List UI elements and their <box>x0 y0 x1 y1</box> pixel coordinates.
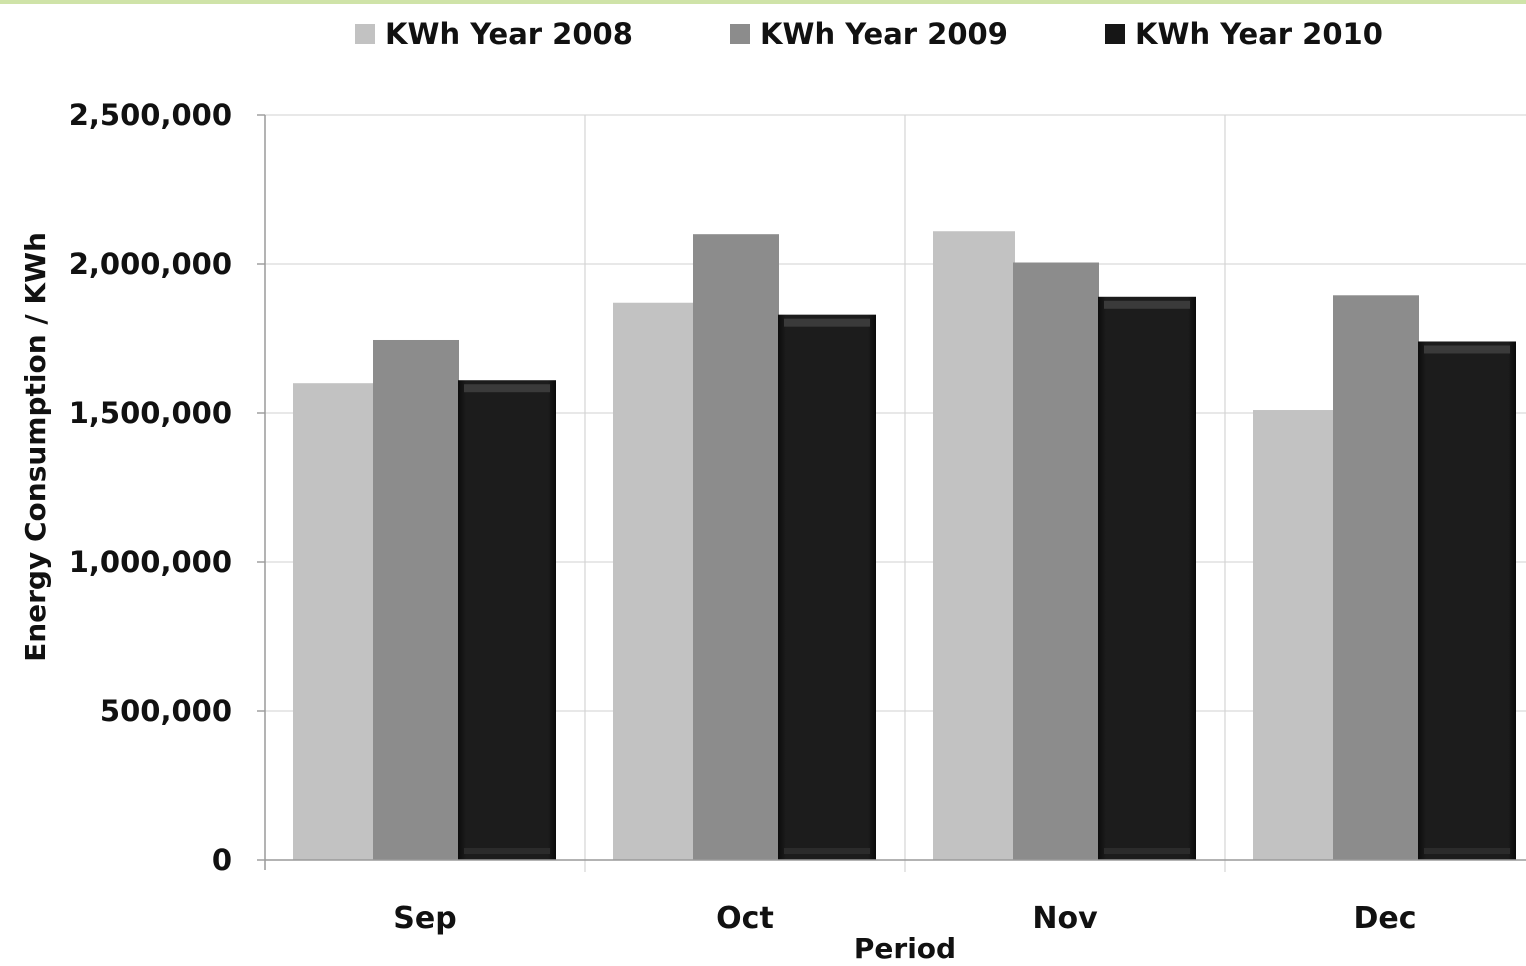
y-axis-title: Energy Consumption / KWh <box>19 232 52 662</box>
bar-kwh-year-2008-sep <box>293 383 375 860</box>
bar-bevel-bottom <box>1104 848 1190 854</box>
bar-kwh-year-2008-dec <box>1253 410 1335 860</box>
top-border <box>0 0 1526 4</box>
y-tick-labels: 0 500,000 1,000,000 1,500,000 2,000,000 2,500… <box>69 98 232 877</box>
bars <box>293 231 1516 861</box>
bar-kwh-year-2009-dec <box>1333 295 1419 860</box>
bar-kwh-year-2010-sep <box>458 380 556 860</box>
y-tick-label: 2,500,000 <box>69 98 232 132</box>
bar-bevel-bottom <box>464 848 550 854</box>
bar-kwh-year-2008-oct <box>613 302 695 860</box>
bar-bevel-top <box>1104 300 1190 309</box>
x-tick-label: Nov <box>1032 901 1098 936</box>
bar-bevel-top <box>464 384 550 393</box>
bar-kwh-year-2010-oct <box>778 314 876 860</box>
x-axis-title: Period <box>854 932 956 965</box>
bar-bevel-top <box>784 318 870 327</box>
bar-kwh-year-2009-oct <box>693 234 779 860</box>
bar-kwh-year-2010-dec <box>1418 341 1516 861</box>
y-tick-label: 1,500,000 <box>69 396 232 430</box>
x-tick-labels: Sep Oct Nov Dec <box>393 901 1416 936</box>
legend-swatch <box>355 24 375 44</box>
x-tick-label: Sep <box>393 901 456 936</box>
legend-label: KWh Year 2009 <box>760 17 1008 51</box>
bar-kwh-year-2009-nov <box>1013 262 1099 860</box>
y-tick-label: 0 <box>212 843 232 877</box>
x-tick-label: Oct <box>716 901 774 936</box>
y-tick-label: 500,000 <box>100 694 232 728</box>
x-tick-label: Dec <box>1353 901 1416 936</box>
axes <box>257 114 1526 870</box>
bar-kwh-year-2010-nov <box>1098 296 1196 860</box>
legend-label: KWh Year 2008 <box>385 17 633 51</box>
legend-swatch <box>730 24 750 44</box>
bar-bevel-bottom <box>1424 848 1510 854</box>
y-tick-label: 1,000,000 <box>69 545 232 579</box>
legend-swatch <box>1105 24 1125 44</box>
bar-kwh-year-2009-sep <box>373 339 459 860</box>
legend-label: KWh Year 2010 <box>1135 17 1383 51</box>
bar-kwh-year-2008-nov <box>933 231 1015 861</box>
y-tick-label: 2,000,000 <box>69 247 232 281</box>
legend: KWh Year 2008 KWh Year 2009 KWh Year 2010 <box>355 17 1383 51</box>
bar-bevel-bottom <box>784 848 870 854</box>
bar-bevel-top <box>1424 345 1510 354</box>
